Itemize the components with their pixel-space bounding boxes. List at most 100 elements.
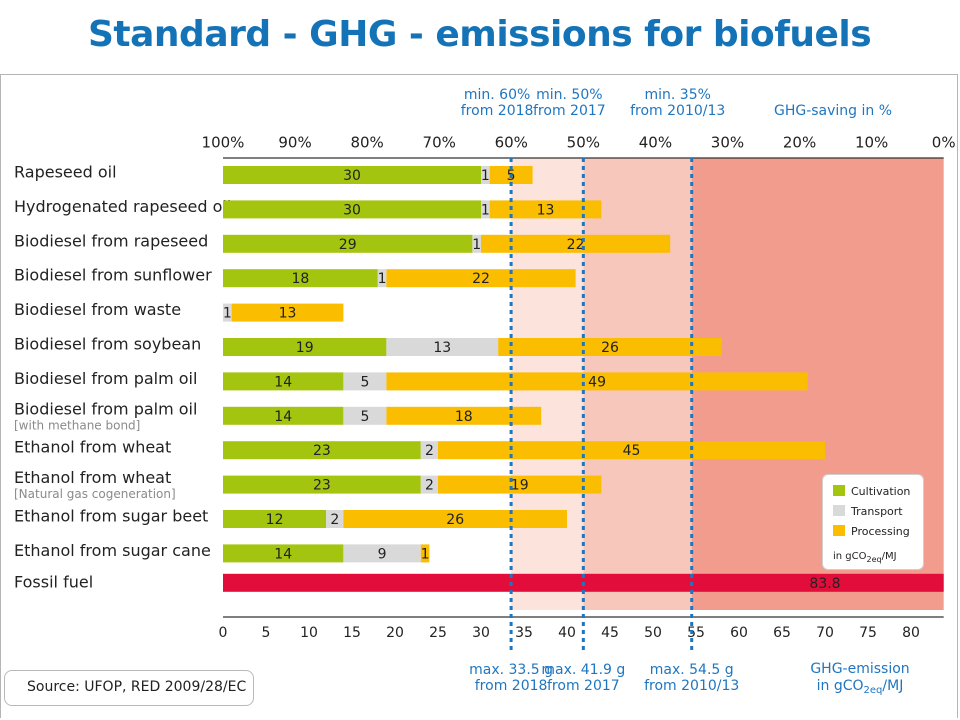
bar-value-label: 26 (446, 512, 464, 528)
bar-segment-transport (481, 200, 490, 219)
row-sublabel: [with methane bond] (14, 418, 140, 432)
top-axis-tick-label: 50% (567, 134, 600, 152)
bottom-axis-tick-label: 60 (730, 625, 748, 641)
bar-segment-cultivation (223, 441, 421, 460)
bottom-axis-tick-label: 0 (219, 625, 228, 641)
bar-segment-processing (231, 303, 344, 322)
bottom-axis-tick-label: 40 (558, 625, 576, 641)
bar-value-label: 19 (296, 340, 314, 356)
legend-swatch-transport (833, 505, 845, 516)
bar-value-label: 2 (330, 512, 339, 528)
row-label: Biodiesel from waste (14, 300, 181, 319)
legend-label-cultivation: Cultivation (851, 485, 911, 498)
threshold-top-label: from 2018 (461, 103, 534, 119)
bottom-axis-tick-label: 30 (472, 625, 490, 641)
row-sublabel: [Natural gas cogeneration] (14, 487, 176, 501)
row-label: Biodiesel from palm oil (14, 369, 197, 388)
bottom-axis-tick-label: 70 (816, 625, 834, 641)
threshold-top-label: min. 35% (644, 87, 710, 103)
bar-segment-processing (498, 338, 722, 356)
threshold-bottom-label: from 2017 (547, 678, 620, 694)
bar-value-label: 13 (433, 340, 451, 356)
bar-segment-transport (420, 475, 438, 494)
bottom-axis-unit-sub: 2eq (864, 685, 883, 696)
row-label: Biodiesel from rapeseed (14, 231, 208, 250)
bar-value-label: 19 (511, 478, 529, 494)
bar-value-label: 1 (472, 237, 481, 253)
bar-value-label: 18 (291, 271, 309, 287)
bar-value-label: 1 (378, 271, 387, 287)
threshold-top-label: min. 50% (536, 87, 602, 103)
bar-segment-processing (343, 510, 567, 528)
bar-segment-cultivation (223, 234, 473, 253)
row-label: Hydrogenated rapeseed oil (14, 197, 231, 216)
row-label: Ethanol from sugar beet (14, 507, 208, 526)
bar-segment-cultivation (223, 200, 481, 219)
bar-value-label: 29 (339, 237, 357, 253)
legend-item-processing: Processing (833, 525, 910, 538)
bar-value-label: 12 (266, 512, 284, 528)
legend-unit-prefix: in gCO (833, 551, 867, 562)
legend-swatch-processing (833, 525, 845, 536)
bar-value-label: 14 (274, 409, 292, 425)
top-axis-tick-label: 70% (423, 134, 456, 152)
bar-value-label: 49 (588, 374, 606, 390)
bar-segment-processing (489, 200, 602, 219)
row-label: Rapeseed oil (14, 163, 117, 182)
top-axis-tick-label: 100% (202, 134, 245, 152)
bar-segment-processing (438, 441, 825, 460)
legend-unit: in gCO2eq/MJ (833, 551, 897, 564)
bar-segment-transport (343, 406, 387, 425)
chart-frame (0, 74, 958, 718)
threshold-bottom-label: max. 41.9 g (541, 662, 625, 678)
bar-value-label: 23 (313, 443, 331, 459)
top-axis-tick-label: 30% (711, 134, 744, 152)
bar-segment-transport (420, 441, 438, 460)
threshold-top-label: from 2017 (533, 103, 606, 119)
bar-value-label: 9 (378, 546, 387, 562)
bar-segment-transport (377, 269, 387, 288)
bar-segment-cultivation (223, 338, 387, 356)
top-axis-tick-label: 0% (932, 134, 956, 152)
bar-value-label: 30 (343, 202, 361, 218)
bar-segment-transport (326, 510, 344, 528)
legend-label-processing: Processing (851, 525, 910, 538)
bar-value-label: 18 (455, 409, 473, 425)
row-label: Ethanol from wheat (14, 438, 171, 457)
top-axis-tick-label: 60% (495, 134, 528, 152)
row-label: Ethanol from sugar cane (14, 541, 211, 560)
threshold-bottom-label: from 2010/13 (644, 678, 739, 694)
legend-unit-sub: 2eq (866, 555, 882, 564)
bar-segment-transport (481, 166, 490, 184)
legend-unit-suffix: /MJ (881, 551, 897, 562)
bar-segment-transport (386, 338, 499, 356)
bar-value-label: 5 (360, 374, 369, 390)
bottom-axis-tick-label: 50 (644, 625, 662, 641)
row-label: Fossil fuel (14, 572, 93, 591)
legend-swatch-cultivation (833, 485, 845, 496)
top-axis-tick-label: 40% (639, 134, 672, 152)
bar-value-label: 2 (425, 478, 434, 494)
bar-segment-cultivation (223, 475, 421, 494)
bar-value-label: 23 (313, 478, 331, 494)
bar-value-label: 14 (274, 546, 292, 562)
bottom-axis-tick-label: 25 (429, 625, 447, 641)
threshold-top-label: min. 60% (464, 87, 530, 103)
top-axis-title: GHG-saving in % (774, 103, 892, 119)
bar-value-label: 2 (425, 443, 434, 459)
top-axis-tick-label: 20% (783, 134, 816, 152)
row-label: Biodiesel from sunflower (14, 266, 212, 285)
bar-value-label: 22 (472, 271, 490, 287)
bottom-axis-tick-label: 35 (515, 625, 533, 641)
bar-segment-processing (481, 234, 671, 253)
bottom-axis-tick-label: 75 (859, 625, 877, 641)
top-axis-tick-label: 10% (855, 134, 888, 152)
legend-label-transport: Transport (851, 505, 903, 518)
bar-segment-transport (343, 372, 387, 391)
legend-item-transport: Transport (833, 505, 903, 518)
bottom-axis-tick-label: 65 (773, 625, 791, 641)
bottom-axis-tick-label: 55 (687, 625, 705, 641)
bar-segment-cultivation (223, 372, 344, 391)
row-label: Ethanol from wheat (14, 468, 171, 487)
